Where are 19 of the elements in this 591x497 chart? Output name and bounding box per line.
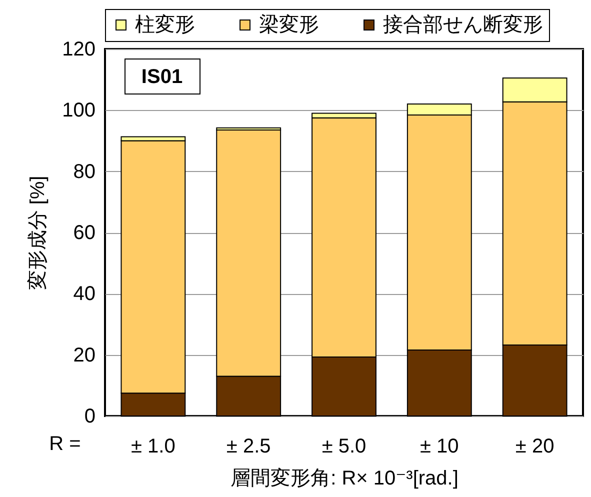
y-tick-label: 100 — [62, 100, 96, 122]
legend-label: 接合部せん断変形 — [383, 13, 543, 36]
y-tick-label: 60 — [73, 222, 96, 244]
x-tick-label: ± 1.0 — [131, 436, 176, 458]
x-tick-label: ± 20 — [515, 436, 554, 458]
text: R = — [49, 433, 81, 455]
legend-label: 梁変形 — [259, 13, 319, 36]
x-tick-label: ± 10 — [420, 436, 459, 458]
x-axis-title: 層間変形角: R× 10⁻³[rad.] — [230, 466, 458, 490]
y-tick-label: 80 — [73, 160, 96, 183]
y-tick-label: 0 — [84, 406, 96, 428]
y-axis-title: 変形成分 [%] — [26, 176, 50, 290]
y-tick-label: 40 — [73, 283, 96, 306]
x-tick-label: ± 5.0 — [322, 436, 366, 458]
x-tick-label: ± 2.5 — [226, 436, 271, 458]
annotation: IS01 — [141, 66, 183, 88]
y-tick-label: 120 — [62, 38, 96, 60]
legend-label: 柱変形 — [135, 13, 195, 36]
y-tick-label: 20 — [73, 344, 96, 366]
